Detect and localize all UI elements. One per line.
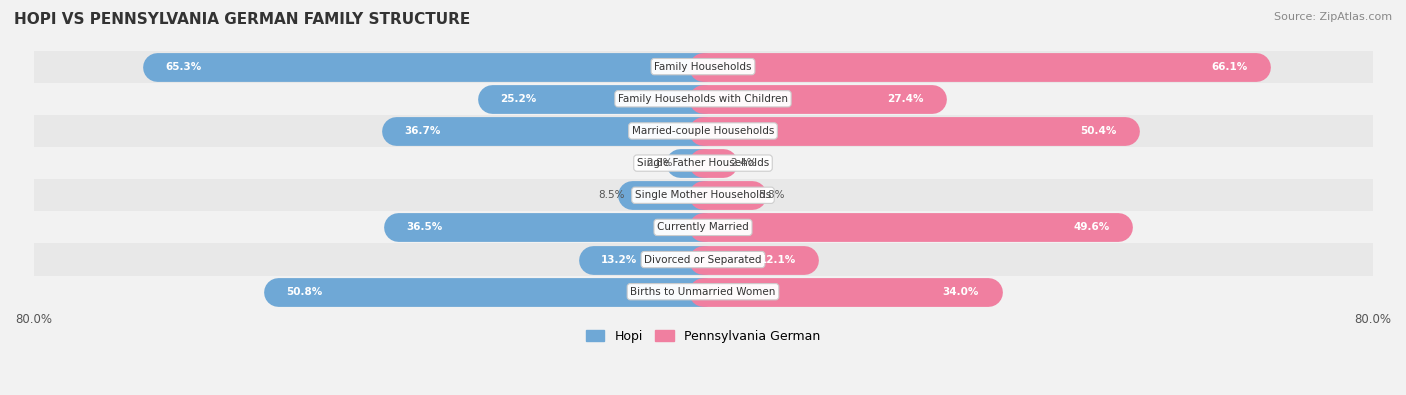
Bar [396, 119, 703, 143]
Bar [34, 51, 1372, 83]
Bar [34, 211, 1372, 243]
Bar [703, 152, 723, 175]
Bar [703, 119, 1125, 143]
Text: Divorced or Separated: Divorced or Separated [644, 254, 762, 265]
Bar [398, 216, 703, 239]
Bar [703, 55, 1256, 78]
Bar [679, 152, 703, 175]
Text: 50.4%: 50.4% [1080, 126, 1116, 136]
Bar [34, 83, 1372, 115]
Text: Currently Married: Currently Married [657, 222, 749, 232]
Text: 65.3%: 65.3% [165, 62, 201, 71]
Text: Source: ZipAtlas.com: Source: ZipAtlas.com [1274, 12, 1392, 22]
Bar [703, 248, 804, 271]
Text: 8.5%: 8.5% [599, 190, 626, 200]
Bar [631, 184, 703, 207]
Text: 66.1%: 66.1% [1212, 62, 1247, 71]
Text: 2.8%: 2.8% [647, 158, 673, 168]
Text: HOPI VS PENNSYLVANIA GERMAN FAMILY STRUCTURE: HOPI VS PENNSYLVANIA GERMAN FAMILY STRUC… [14, 12, 471, 27]
Bar [703, 87, 932, 110]
Bar [592, 248, 703, 271]
Bar [34, 243, 1372, 276]
Text: 50.8%: 50.8% [287, 287, 322, 297]
Text: 49.6%: 49.6% [1073, 222, 1109, 232]
Bar [156, 55, 703, 78]
Text: Family Households with Children: Family Households with Children [619, 94, 787, 104]
Text: 5.8%: 5.8% [758, 190, 785, 200]
Text: 36.7%: 36.7% [405, 126, 440, 136]
Text: 25.2%: 25.2% [501, 94, 537, 104]
Text: 12.1%: 12.1% [759, 254, 796, 265]
Bar [492, 87, 703, 110]
Bar [34, 115, 1372, 147]
Text: Single Mother Households: Single Mother Households [636, 190, 770, 200]
Text: Single Father Households: Single Father Households [637, 158, 769, 168]
Text: 2.4%: 2.4% [730, 158, 756, 168]
Bar [34, 179, 1372, 211]
Bar [34, 147, 1372, 179]
Text: 27.4%: 27.4% [887, 94, 924, 104]
Text: 13.2%: 13.2% [600, 254, 637, 265]
Legend: Hopi, Pennsylvania German: Hopi, Pennsylvania German [581, 325, 825, 348]
Bar [703, 280, 987, 303]
Text: 34.0%: 34.0% [943, 287, 979, 297]
Text: Married-couple Households: Married-couple Households [631, 126, 775, 136]
Bar [703, 184, 752, 207]
Text: 36.5%: 36.5% [406, 222, 441, 232]
Bar [34, 276, 1372, 308]
Text: Births to Unmarried Women: Births to Unmarried Women [630, 287, 776, 297]
Bar [278, 280, 703, 303]
Text: Family Households: Family Households [654, 62, 752, 71]
Bar [703, 216, 1118, 239]
